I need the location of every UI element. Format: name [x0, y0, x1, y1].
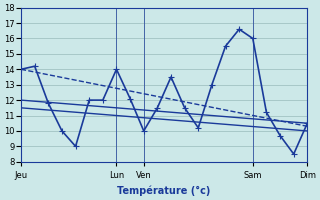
X-axis label: Température (°c): Température (°c) — [117, 185, 211, 196]
